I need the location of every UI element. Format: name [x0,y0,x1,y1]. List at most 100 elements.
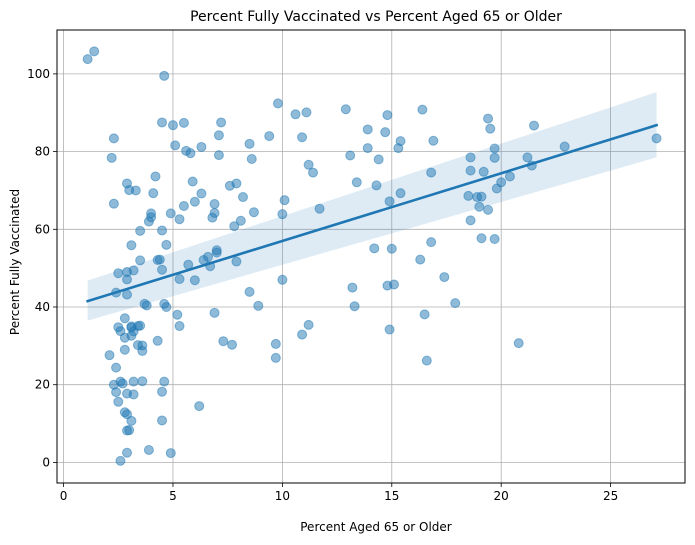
x-axis-label: Percent Aged 65 or Older [300,520,452,534]
x-tick-label: 0 [60,489,68,503]
data-point [128,265,139,276]
x-tick-label: 25 [603,489,618,503]
data-point [148,188,159,199]
data-point [340,104,351,115]
data-point [439,272,450,283]
data-point [395,188,406,199]
data-point [165,208,176,219]
data-point [227,339,238,350]
plot-frame [56,29,686,484]
data-point [384,196,395,207]
confidence-band [87,92,657,321]
data-point [209,307,220,318]
data-point [426,167,437,178]
data-point [213,130,224,141]
y-tick-label: 100 [27,67,50,81]
chart-title: Percent Fully Vaccinated vs Percent Aged… [190,9,562,25]
data-point [559,141,570,152]
data-point [209,199,220,210]
data-point [189,196,200,207]
data-point [106,152,117,163]
data-point [117,378,128,389]
data-point [417,104,428,115]
data-point [126,415,137,426]
axis-ticks: 0 5 10 15 20 25 0 20 40 60 80 100 [27,67,618,503]
data-point [213,150,224,161]
data-point [270,338,281,349]
data-point [382,110,393,121]
y-tick-label: 0 [42,455,50,469]
data-point [428,135,439,146]
data-point [143,444,154,455]
x-tick-label: 5 [169,489,177,503]
regression-line-path [86,123,659,303]
data-point [115,455,126,466]
data-point [104,350,115,361]
data-point [244,286,255,297]
data-point [351,177,362,188]
regression-line [86,123,659,303]
data-point [301,107,312,118]
data-point [395,136,406,147]
data-point [161,302,172,313]
data-point [426,237,437,248]
data-point [303,319,314,330]
data-point [489,143,500,154]
data-point [308,167,319,178]
data-point [290,109,301,120]
data-point [137,345,148,356]
data-point [150,171,161,182]
data-point [231,178,242,189]
data-point [135,255,146,266]
y-tick-label: 20 [35,378,50,392]
data-point [504,171,515,182]
y-tick-label: 60 [35,222,50,236]
data-point [279,195,290,206]
data-point [450,298,461,309]
data-point [126,240,137,251]
x-tick-label: 15 [384,489,399,503]
data-point [463,190,474,201]
data-point [167,120,178,131]
data-point [303,159,314,170]
data-point [216,117,227,128]
data-point [349,301,360,312]
y-axis-label: Percent Fully Vaccinated [8,189,22,335]
data-point [373,154,384,165]
data-point [485,123,496,134]
data-point [113,268,124,279]
data-point [489,234,500,245]
data-point [244,138,255,149]
data-point [388,279,399,290]
data-point [651,133,662,144]
data-point [154,254,165,265]
data-point [194,401,205,412]
data-point [119,313,130,324]
data-point [178,117,189,128]
data-point [421,355,432,366]
data-point [248,207,259,218]
data-point [174,321,185,332]
scatter-points [82,46,662,466]
data-point [122,274,133,285]
data-point [362,124,373,135]
data-point [89,46,100,57]
data-point [229,221,240,232]
data-point [122,447,133,458]
data-point [159,70,170,81]
data-point [111,387,122,398]
data-point [137,376,148,387]
data-point [128,389,139,400]
data-point [297,132,308,143]
data-point [415,254,426,265]
data-point [384,324,395,335]
confidence-band-area [87,92,657,321]
data-point [277,209,288,220]
data-point [476,191,487,202]
data-point [170,140,181,151]
data-point [496,177,507,188]
y-tick-label: 40 [35,300,50,314]
data-point [419,309,430,320]
data-point [380,127,391,138]
data-point [209,207,220,218]
